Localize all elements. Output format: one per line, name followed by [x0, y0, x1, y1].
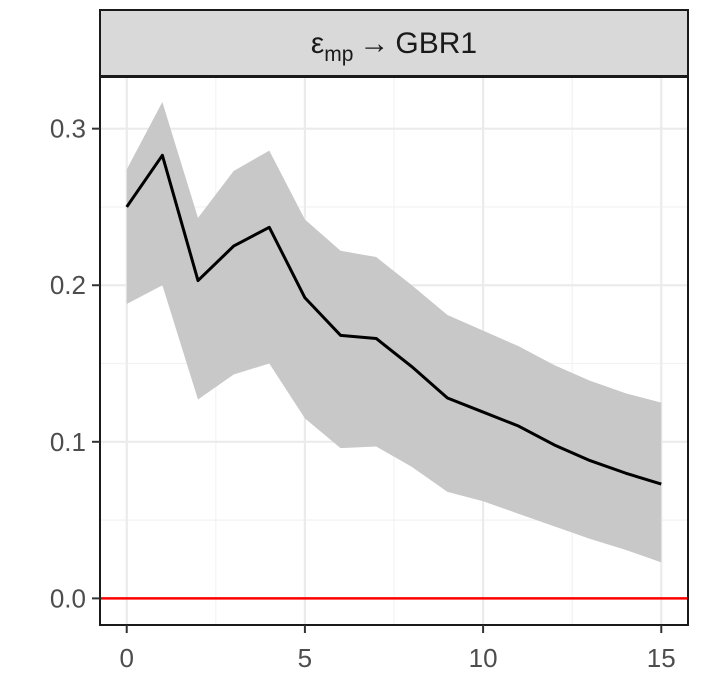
facet-label: εmp → GBR1 [311, 27, 477, 66]
plot-border [99, 76, 689, 626]
x-tick-label: 10 [469, 643, 498, 673]
facet-subscript: mp [324, 43, 353, 66]
x-tick-label: 5 [298, 643, 312, 673]
y-tick-label: 0.2 [50, 270, 86, 300]
confidence-band-layer [126, 102, 662, 563]
y-axis: 0.0 0.1 0.2 0.3 [50, 114, 100, 613]
confidence-band [126, 102, 662, 563]
facet-symbol: ε [311, 27, 324, 60]
facet-strip [99, 9, 689, 77]
impulse-response-line [125, 153, 662, 486]
x-tick-label: 0 [119, 643, 133, 673]
y-tick-label: 0.1 [50, 427, 86, 457]
x-axis: 0 5 10 15 [119, 625, 676, 673]
x-tick-label: 15 [647, 643, 676, 673]
y-tick-label: 0.0 [50, 583, 86, 613]
facet-target: GBR1 [395, 27, 477, 60]
y-tick-label: 0.3 [50, 114, 86, 144]
facet-arrow: → [359, 27, 389, 60]
series-line-layer [125, 153, 662, 486]
